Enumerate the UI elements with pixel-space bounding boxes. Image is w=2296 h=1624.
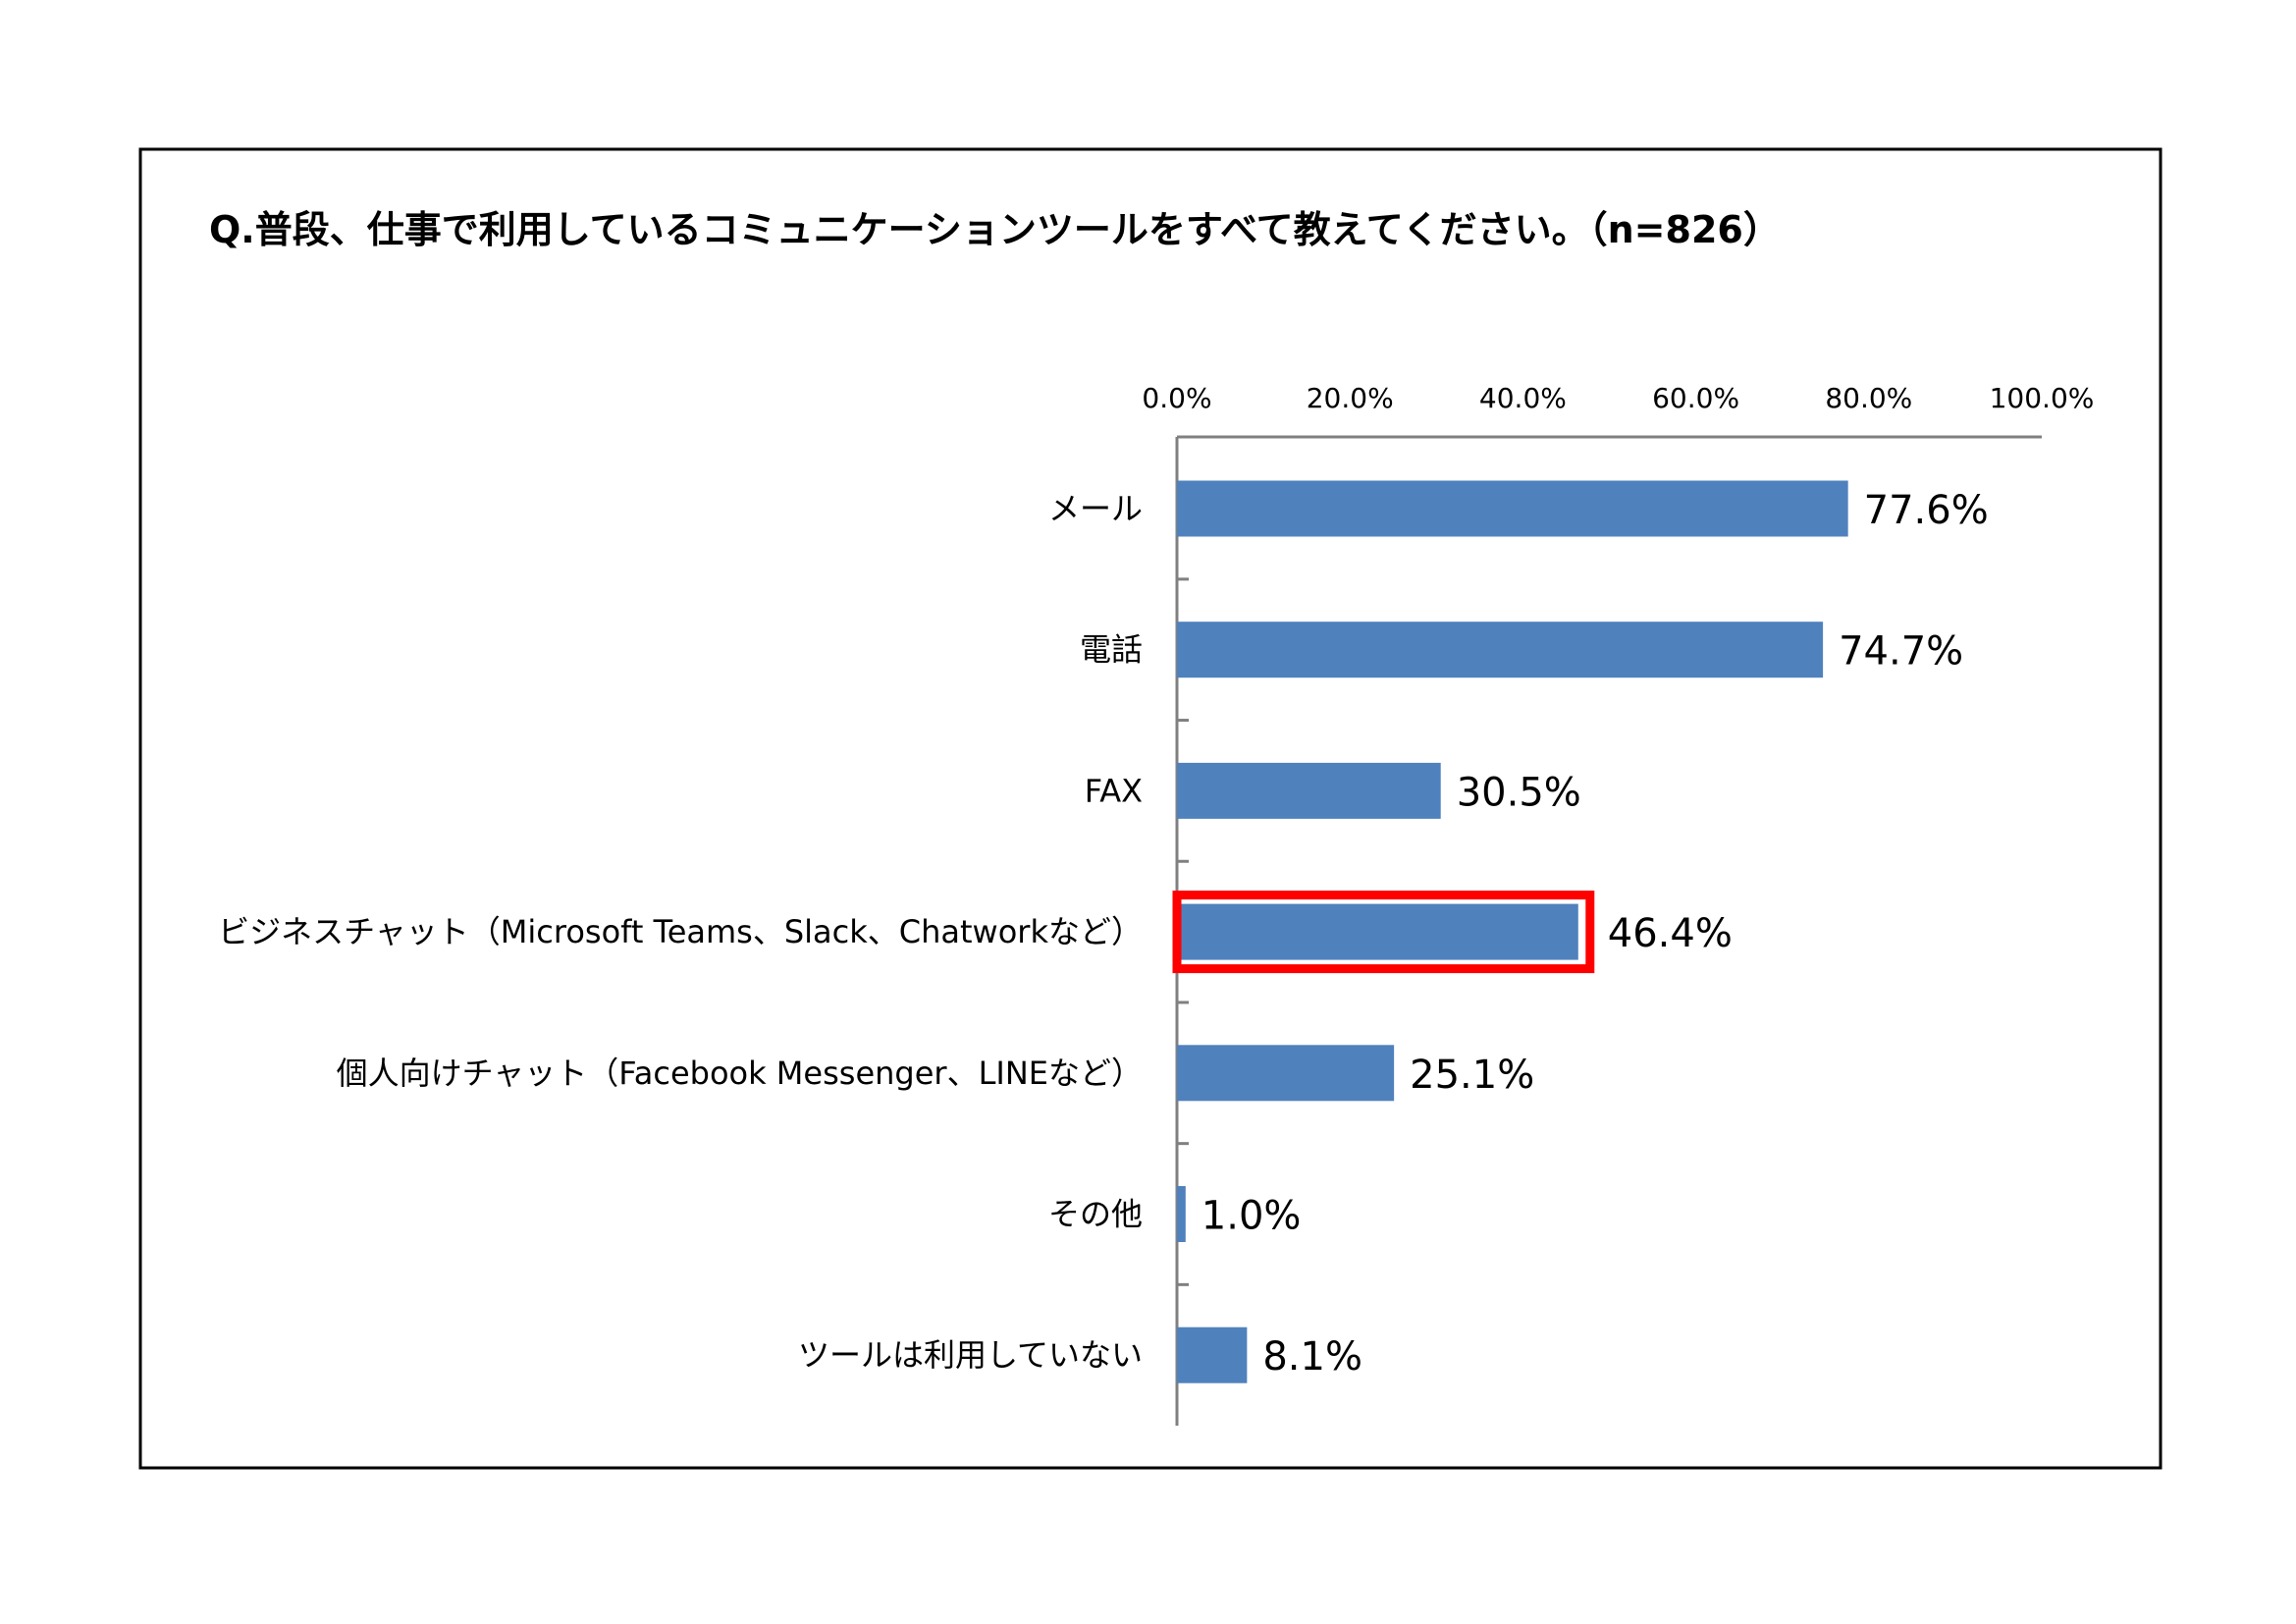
x-tick-label: 80.0% xyxy=(1825,382,1912,414)
category-label: ビジネスチャット（Microsoft Teams、Slack、Chatworkな… xyxy=(218,913,1143,950)
labels: メール 77.6% 電話 74.7% FAX 30.5% ビジネスチャット（Microsof… xyxy=(218,488,1989,1380)
category-label: その他 xyxy=(1048,1196,1143,1233)
chart-frame xyxy=(138,147,2163,1470)
x-axis-ticks: 0.0% 20.0% 40.0% 60.0% 80.0% 100.0% xyxy=(1142,382,2094,414)
category-label: FAX xyxy=(1085,772,1143,809)
x-tick-label: 20.0% xyxy=(1307,382,1394,414)
data-label: 77.6% xyxy=(1864,488,1989,533)
data-label: 25.1% xyxy=(1410,1053,1534,1098)
bar xyxy=(1177,903,1578,960)
bar xyxy=(1177,1045,1395,1102)
data-label: 8.1% xyxy=(1262,1334,1362,1380)
bar xyxy=(1177,762,1441,819)
category-label: 電話 xyxy=(1080,631,1143,669)
bar xyxy=(1177,1186,1186,1242)
x-tick-label: 0.0% xyxy=(1142,382,1211,414)
category-label: メール xyxy=(1048,490,1143,527)
x-tick-label: 40.0% xyxy=(1479,382,1567,414)
bar xyxy=(1177,622,1824,678)
highlight-box xyxy=(1172,891,1595,974)
bar xyxy=(1177,1326,1248,1383)
bar xyxy=(1177,480,1848,537)
category-label: ツールは利用していない xyxy=(798,1336,1143,1374)
data-label: 30.5% xyxy=(1457,770,1581,815)
data-label: 74.7% xyxy=(1839,629,1963,675)
x-tick-label: 100.0% xyxy=(1990,382,2095,414)
chart-title: Q.普段、仕事で利用しているコミュニケーションツールをすべて教えてください。（n… xyxy=(209,208,1781,251)
x-tick-label: 60.0% xyxy=(1652,382,1739,414)
data-label: 1.0% xyxy=(1201,1194,1302,1239)
bars xyxy=(1172,480,1848,1383)
data-label: 46.4% xyxy=(1608,911,1733,956)
category-label: 個人向けチャット（Facebook Messenger、LINEなど） xyxy=(337,1055,1143,1092)
